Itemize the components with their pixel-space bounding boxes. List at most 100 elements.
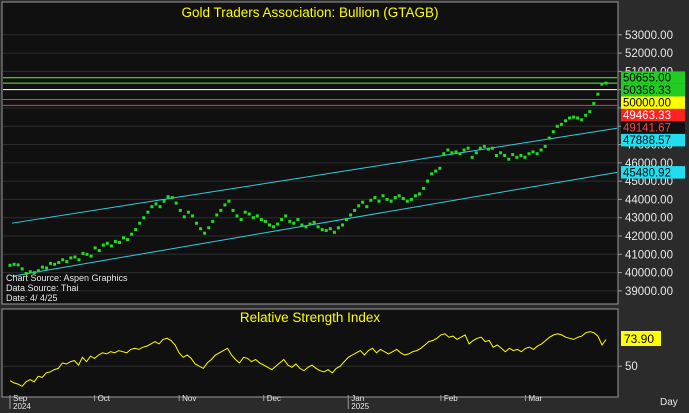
price-point	[231, 208, 235, 212]
price-point	[268, 223, 271, 227]
price-point	[251, 216, 255, 220]
price-point	[49, 261, 52, 265]
price-point	[97, 249, 101, 253]
price-point	[474, 151, 478, 155]
price-y-tick-label: 53000.00	[625, 30, 673, 42]
price-point	[243, 210, 247, 214]
x-year-label: 2024	[13, 402, 31, 411]
price-point	[28, 270, 32, 274]
price-level-label: 47888.57	[623, 135, 671, 147]
x-month-label: Sep	[13, 394, 28, 403]
price-point	[162, 199, 166, 203]
price-point	[207, 226, 211, 230]
price-y-axis: 39000.00 40000.00 41000.00 42000.00 43000.00…	[618, 30, 673, 298]
price-point	[543, 144, 547, 148]
price-point	[397, 194, 401, 198]
price-y-tick-label: 52000.00	[625, 48, 673, 60]
price-point	[341, 223, 344, 227]
price-point	[118, 240, 121, 244]
price-point	[486, 147, 490, 151]
price-point	[57, 261, 61, 264]
price-point	[572, 115, 576, 119]
price-point	[466, 146, 470, 150]
price-y-tick-label: 39000.00	[625, 286, 673, 298]
price-point	[499, 151, 503, 155]
price-point	[272, 225, 275, 229]
price-point	[600, 82, 604, 86]
price-point	[239, 218, 243, 221]
price-point	[126, 238, 130, 242]
price-grid	[3, 34, 617, 292]
price-point	[559, 122, 563, 126]
price-point	[515, 155, 519, 159]
price-point	[219, 208, 223, 212]
x-month-label: Jan	[351, 394, 364, 403]
price-point	[150, 205, 154, 209]
price-point	[592, 101, 596, 105]
price-point	[458, 152, 462, 156]
price-point	[203, 231, 207, 235]
price-point	[482, 144, 486, 148]
price-point	[308, 222, 312, 226]
price-point	[389, 199, 393, 203]
price-level-label: 49141.67	[623, 123, 671, 135]
price-point	[555, 124, 559, 128]
price-point	[503, 154, 507, 157]
price-point	[178, 208, 182, 212]
price-point	[568, 116, 571, 120]
price-point	[105, 241, 109, 245]
x-axis: Sep Oct Nov Dec Jan Feb Mar 2024 2025	[9, 394, 543, 411]
price-point	[36, 269, 40, 273]
price-point	[89, 254, 93, 258]
price-point	[304, 225, 308, 229]
price-point	[300, 223, 304, 227]
price-point	[235, 214, 239, 218]
price-point	[158, 205, 162, 209]
x-month-label: Dec	[267, 394, 281, 403]
rsi-last-value: 73.90	[621, 331, 661, 346]
price-point	[369, 198, 373, 202]
price-point	[385, 197, 389, 201]
price-point	[430, 172, 434, 176]
price-point	[182, 215, 186, 219]
price-channel-lines	[11, 127, 618, 277]
price-point	[523, 155, 527, 159]
price-point	[146, 210, 150, 214]
price-point	[122, 236, 125, 240]
price-y-tick-label: 43000.00	[625, 213, 673, 225]
price-point	[576, 116, 580, 120]
price-y-tick-label: 44000.00	[625, 194, 673, 206]
chart-title: Gold Traders Association: Bullion (GTAGB…	[181, 5, 438, 20]
price-level-label-box	[621, 166, 685, 179]
price-point	[142, 216, 146, 220]
price-y-tick-label: 41000.00	[625, 249, 673, 261]
price-point	[596, 92, 600, 96]
price-point	[357, 204, 361, 208]
price-point	[284, 214, 288, 218]
price-point	[450, 151, 454, 155]
price-point	[409, 197, 413, 201]
price-point	[535, 152, 539, 156]
price-point	[154, 202, 158, 206]
price-point	[349, 213, 353, 217]
price-point	[511, 153, 515, 157]
day-label: Day	[660, 397, 678, 408]
price-point	[332, 230, 336, 234]
note-chart-source: Chart Source: Aspen Graphics	[6, 273, 128, 283]
price-level-label-box	[621, 83, 685, 97]
x-month-label: Mar	[528, 394, 542, 403]
price-point	[138, 221, 142, 225]
price-point	[312, 220, 316, 224]
price-point	[199, 227, 203, 231]
price-point	[85, 252, 89, 256]
price-point	[507, 157, 511, 161]
price-points	[8, 81, 608, 275]
price-point	[296, 218, 300, 221]
price-point	[288, 219, 292, 223]
price-point	[170, 196, 174, 200]
price-point	[377, 199, 381, 203]
price-point	[580, 118, 584, 122]
price-point	[519, 154, 523, 157]
price-point	[113, 240, 117, 243]
price-point	[186, 210, 190, 214]
